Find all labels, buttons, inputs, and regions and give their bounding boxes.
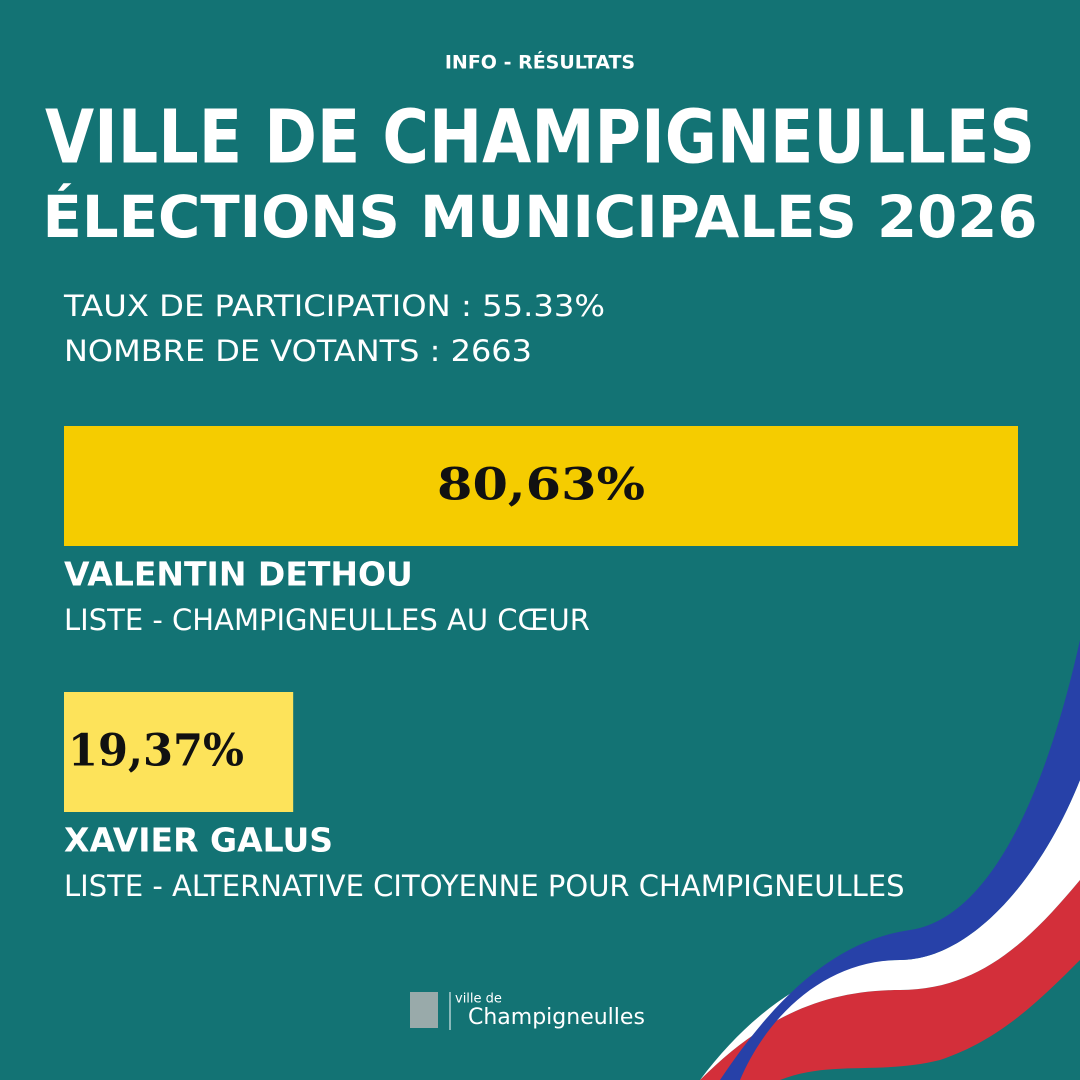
kicker: INFO - RÉSULTATS	[445, 51, 635, 74]
value-label: 19,37%	[68, 726, 244, 777]
logo-crest	[410, 992, 438, 1028]
subtitle: ÉLECTIONS MUNICIPALES 2026	[43, 182, 1038, 251]
bar	[64, 426, 1018, 546]
stat: NOMBRE DE VOTANTS : 2663	[64, 334, 532, 368]
title: VILLE DE CHAMPIGNEULLES	[45, 95, 1035, 181]
flag-ribbon	[700, 640, 1080, 1080]
candidate-name: XAVIER GALUS	[64, 821, 333, 860]
list-name: LISTE - CHAMPIGNEULLES AU CŒUR	[64, 603, 590, 637]
stat: TAUX DE PARTICIPATION : 55.33%	[63, 289, 605, 323]
candidate-name: VALENTIN DETHOU	[64, 555, 413, 594]
bar	[64, 692, 294, 812]
logo: ville de Champigneulles	[410, 992, 645, 1030]
list-name: LISTE - ALTERNATIVE CITOYENNE POUR CHAMP…	[64, 869, 905, 903]
logo-small: ville de	[455, 992, 502, 1007]
value-label: 80,63%	[437, 460, 645, 511]
logo-name: Champigneulles	[468, 1005, 645, 1030]
